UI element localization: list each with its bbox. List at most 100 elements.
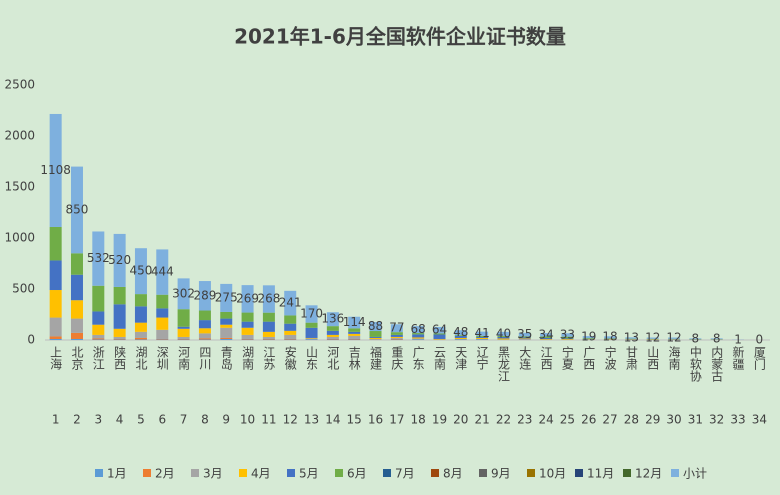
bar-segment — [454, 335, 467, 338]
bar-segment — [518, 337, 531, 339]
bar-segment — [220, 318, 233, 325]
bar-segment — [49, 338, 62, 340]
x-tick-label: 山东 — [305, 346, 319, 370]
x-tick-label: 河北 — [326, 346, 340, 371]
x-tick-label: 吉林 — [347, 346, 361, 370]
bar-segment — [540, 333, 553, 337]
bar-segment — [390, 338, 403, 340]
x-tick-label: 甘肃 — [624, 346, 638, 371]
legend-swatch — [239, 469, 247, 477]
bar-segment — [92, 338, 105, 340]
data-label: 77 — [389, 321, 404, 335]
bar-segment — [540, 339, 553, 340]
bar-segment — [284, 315, 297, 324]
bar-segment — [540, 337, 553, 339]
x-tick-label: 北京 — [70, 346, 84, 371]
data-label: 275 — [215, 290, 238, 304]
y-tick-label: 2500 — [4, 78, 35, 92]
x-tick-label: 广西 — [582, 346, 596, 370]
data-label: 241 — [279, 296, 302, 310]
y-tick-label: 1000 — [4, 231, 35, 245]
bar-segment — [454, 337, 467, 339]
bar-segment — [262, 312, 275, 322]
bar-segment — [561, 339, 574, 340]
bar-segment — [710, 338, 723, 340]
bar-segment — [369, 322, 382, 332]
bar-segment — [113, 286, 126, 305]
bar-segment — [390, 339, 403, 340]
x-tick-label: 四川 — [198, 346, 212, 370]
legend-swatch — [383, 469, 391, 477]
bar-segment — [476, 335, 489, 337]
bar-segment — [561, 336, 574, 339]
bar-segment — [689, 338, 702, 340]
bar-segment — [454, 330, 467, 336]
legend-swatch — [335, 469, 343, 477]
bar-segment — [70, 318, 83, 333]
bar-segment — [49, 226, 62, 261]
bar-segment — [262, 336, 275, 339]
bar-segment — [156, 339, 169, 340]
bar-segment — [198, 333, 211, 339]
bar-segment — [156, 338, 169, 340]
x-tick-label: 青岛 — [219, 346, 233, 371]
bar-segment — [540, 336, 553, 338]
data-label: 12 — [666, 331, 681, 345]
x-tick-label: 浙江 — [91, 346, 105, 370]
data-label: 68 — [411, 322, 426, 336]
bar-segment — [220, 311, 233, 319]
bar-segment — [326, 326, 339, 331]
bar-segment — [49, 317, 62, 337]
bar-segment — [326, 330, 339, 335]
bar-segment — [433, 333, 446, 335]
x-number-label: 30 — [666, 413, 681, 427]
x-number-label: 32 — [709, 413, 724, 427]
bar-segment — [198, 310, 211, 321]
legend-label: 7月 — [395, 467, 415, 481]
bar-segment — [198, 328, 211, 334]
bar-segment — [369, 336, 382, 338]
bar-segment — [476, 336, 489, 338]
legend-swatch — [287, 469, 295, 477]
data-label: 18 — [602, 330, 617, 344]
x-tick-label: 安徽 — [283, 345, 297, 370]
x-number-label: 23 — [517, 413, 532, 427]
bar-segment — [241, 338, 254, 340]
bar-segment — [604, 338, 617, 340]
x-tick-label: 福建 — [369, 345, 383, 371]
bar-segment — [241, 312, 254, 322]
bar-segment — [412, 338, 425, 340]
bar-segment — [241, 285, 254, 313]
bar-segment — [49, 113, 62, 227]
bar-segment — [604, 336, 617, 339]
bar-segment — [348, 316, 361, 329]
legend-swatch — [431, 469, 439, 477]
bar-segment — [70, 300, 83, 319]
bar-segment — [497, 338, 510, 340]
bar-segment — [284, 330, 297, 335]
bar-segment — [390, 324, 403, 333]
bar-segment — [92, 285, 105, 312]
x-number-label: 26 — [581, 413, 596, 427]
x-tick-label: 山西 — [646, 346, 660, 370]
x-number-label: 1 — [52, 413, 60, 427]
bar-segment — [220, 338, 233, 340]
bar-segment — [305, 322, 318, 328]
x-number-label: 18 — [411, 413, 426, 427]
x-number-label: 33 — [730, 413, 745, 427]
bar-segment — [198, 320, 211, 329]
data-label: 269 — [236, 291, 259, 305]
bar-segment — [604, 338, 617, 339]
legend-label: 1月 — [107, 467, 127, 481]
bar-segment — [262, 339, 275, 340]
bar-segment — [70, 332, 83, 339]
bar-segment — [70, 338, 83, 340]
bar-segment — [241, 327, 254, 335]
data-label: 19 — [581, 330, 596, 344]
legend-label: 3月 — [203, 467, 223, 481]
bar-segment — [540, 338, 553, 340]
x-tick-label: 上海 — [49, 346, 63, 370]
x-number-label: 12 — [283, 413, 298, 427]
data-label: 12 — [645, 331, 660, 345]
bar-segment — [220, 324, 233, 328]
